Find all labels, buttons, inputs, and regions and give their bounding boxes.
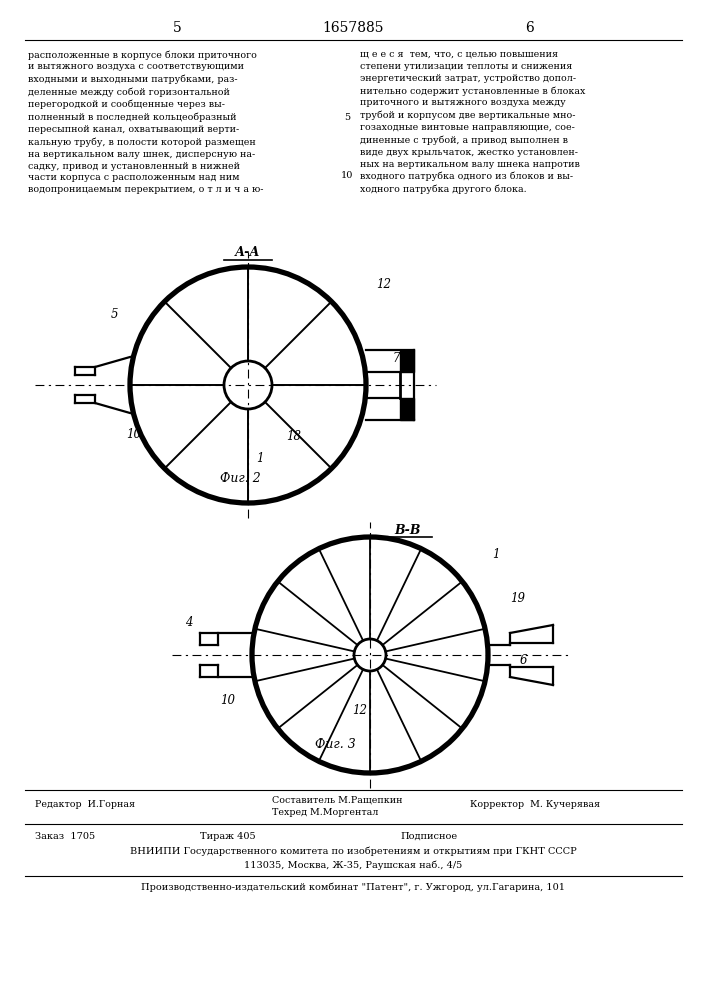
Text: 1657885: 1657885: [322, 21, 384, 35]
Text: ВНИИПИ Государственного комитета по изобретениям и открытиям при ГКНТ СССР: ВНИИПИ Государственного комитета по изоб…: [129, 847, 576, 856]
Text: 6: 6: [520, 654, 527, 666]
Text: 5: 5: [344, 113, 350, 122]
Text: 5: 5: [173, 21, 182, 35]
Text: 10: 10: [341, 170, 354, 180]
Text: Подписное: Подписное: [400, 832, 457, 841]
Text: 6: 6: [525, 21, 534, 35]
Text: 19: 19: [510, 591, 525, 604]
Text: Производственно-издательский комбинат "Патент", г. Ужгород, ул.Гагарина, 101: Производственно-издательский комбинат "П…: [141, 882, 565, 892]
Text: 5: 5: [111, 308, 119, 322]
Text: 1: 1: [256, 452, 264, 464]
Text: Фиг. 2: Фиг. 2: [220, 472, 261, 485]
Text: Корректор  М. Кучерявая: Корректор М. Кучерявая: [470, 800, 600, 809]
Text: В-В: В-В: [395, 524, 421, 536]
Text: 10: 10: [220, 694, 235, 706]
Text: 7: 7: [393, 352, 400, 364]
Text: Заказ  1705: Заказ 1705: [35, 832, 95, 841]
Text: А-А: А-А: [235, 246, 261, 259]
Bar: [400, 398, 414, 420]
Text: 4: 4: [185, 615, 192, 629]
Text: 113035, Москва, Ж-35, Раушская наб., 4/5: 113035, Москва, Ж-35, Раушская наб., 4/5: [244, 861, 462, 870]
Text: щ е е с я  тем, что, с целью повышения
степени утилизации теплоты и снижения
эне: щ е е с я тем, что, с целью повышения ст…: [360, 50, 585, 194]
Text: Фиг. 3: Фиг. 3: [315, 738, 356, 751]
Text: 1: 1: [492, 548, 500, 562]
Text: Тираж 405: Тираж 405: [200, 832, 256, 841]
Text: 18: 18: [286, 430, 301, 444]
Text: Составитель М.Ращепкин: Составитель М.Ращепкин: [272, 795, 402, 804]
Text: расположенные в корпусе блоки приточного
и вытяжного воздуха с соответствующими
: расположенные в корпусе блоки приточного…: [28, 50, 264, 194]
Text: Редактор  И.Горная: Редактор И.Горная: [35, 800, 135, 809]
Text: 12: 12: [376, 278, 391, 292]
Bar: [400, 350, 414, 372]
Text: 12: 12: [352, 704, 367, 716]
Text: 10: 10: [126, 428, 141, 442]
Text: Техред М.Моргентал: Техред М.Моргентал: [272, 808, 378, 817]
